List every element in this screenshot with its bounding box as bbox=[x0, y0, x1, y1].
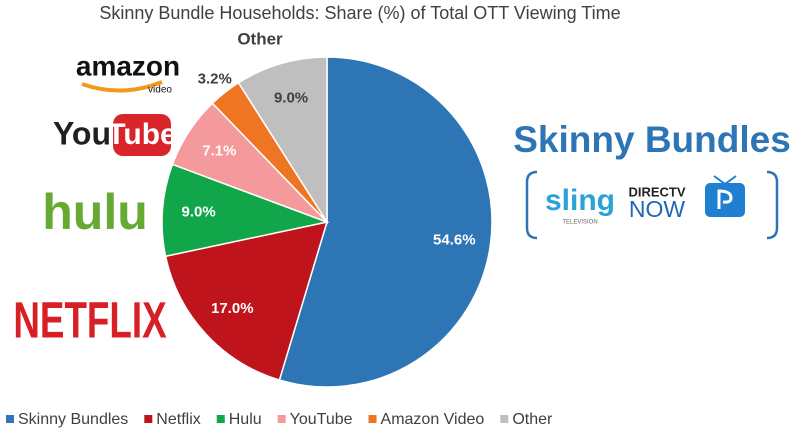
legend-swatch bbox=[368, 415, 377, 423]
legend-swatch bbox=[6, 415, 14, 423]
ps-icon bbox=[705, 183, 745, 217]
hulu-logo: hulu bbox=[42, 184, 148, 240]
logo-box bbox=[113, 114, 171, 156]
chart-title: Skinny Bundle Households: Share (%) of T… bbox=[99, 3, 620, 23]
data-label: 9.0% bbox=[182, 203, 216, 220]
pie-slice bbox=[237, 56, 328, 225]
bracket bbox=[525, 170, 538, 240]
legend-label: Other bbox=[512, 411, 553, 428]
legend-label: Hulu bbox=[229, 411, 262, 428]
logo-text: DIRECTV bbox=[628, 184, 685, 199]
legend: Skinny Bundles Netflix Hulu YouTube Amazon V… bbox=[6, 411, 553, 428]
pie-slice bbox=[164, 221, 329, 381]
logo-text: NOW bbox=[629, 196, 686, 222]
legend-swatch bbox=[277, 415, 286, 423]
bundles-title: Skinny Bundles bbox=[513, 119, 791, 160]
legend-label: Amazon Video bbox=[381, 411, 485, 428]
pie: 54.6% 17.0% 9.0% 7.1% 3.2% 9.0% Other bbox=[161, 29, 493, 388]
category-label: Other bbox=[237, 29, 283, 48]
legend-swatch bbox=[144, 415, 153, 423]
legend-label: YouTube bbox=[290, 411, 353, 428]
ps-icon bbox=[717, 189, 733, 209]
legend-swatch bbox=[216, 415, 225, 423]
data-label: 17.0% bbox=[211, 300, 254, 317]
logo-text: Tube bbox=[107, 118, 176, 151]
data-label: 7.1% bbox=[202, 142, 236, 159]
data-label: 3.2% bbox=[198, 70, 232, 87]
bracket bbox=[766, 170, 779, 240]
logo-text: amazon bbox=[76, 50, 180, 81]
logo-arrow bbox=[81, 80, 163, 93]
pie-slice bbox=[278, 56, 493, 388]
logo-text: TELEVISION bbox=[562, 220, 597, 226]
amazon-logo: amazon video bbox=[76, 50, 180, 95]
logo-text: sling bbox=[545, 184, 615, 217]
netflix-logo: NETFLIX bbox=[13, 293, 167, 349]
legend-swatch bbox=[500, 415, 509, 423]
legend-label: Skinny Bundles bbox=[18, 411, 128, 428]
data-label: 54.6% bbox=[433, 232, 476, 249]
youtube-logo: You Tube bbox=[53, 114, 177, 156]
ps-icon bbox=[713, 175, 737, 186]
logo-text: video bbox=[148, 85, 172, 96]
data-label: 9.0% bbox=[274, 89, 308, 106]
pie-slice bbox=[161, 163, 330, 258]
logo-text: You bbox=[53, 115, 111, 151]
legend-label: Netflix bbox=[156, 411, 200, 428]
bundle-logos: sling TELEVISION DIRECTV NOW bbox=[525, 170, 779, 240]
